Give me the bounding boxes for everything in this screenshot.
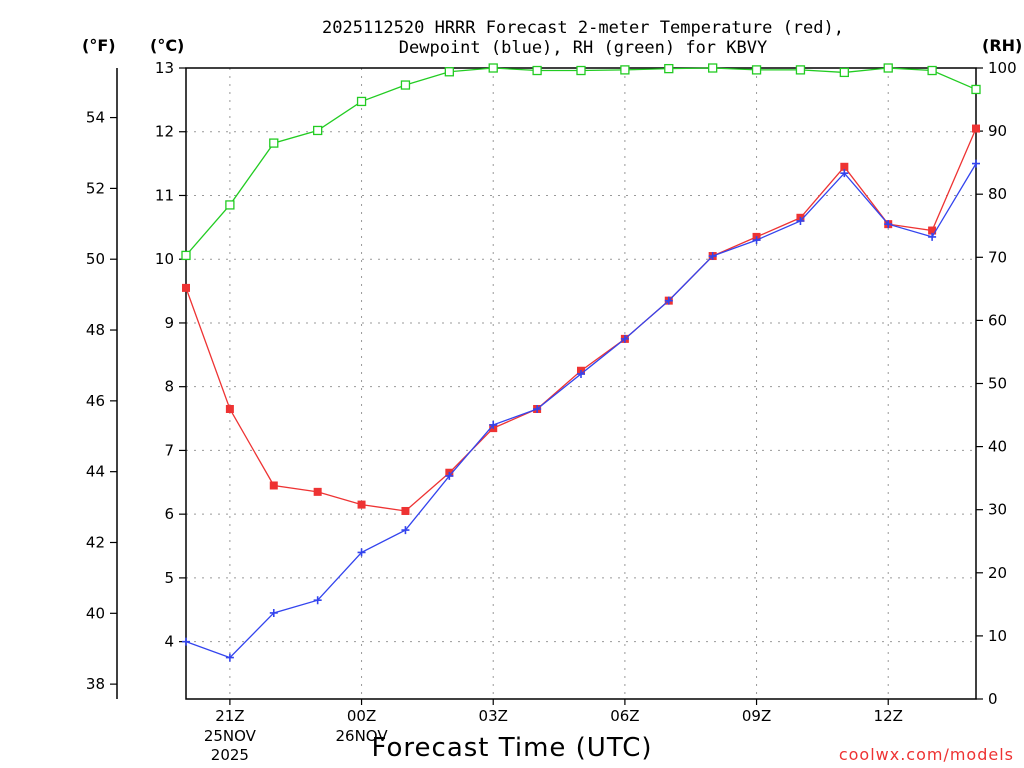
x-tick-label: 12Z	[874, 707, 903, 725]
celsius-tick-label: 8	[164, 378, 174, 396]
rh-point	[971, 84, 981, 95]
fahrenheit-tick-label: 48	[86, 321, 105, 339]
fahrenheit-axis-unit: (°F)	[82, 36, 116, 55]
rh-series-line	[185, 67, 977, 256]
temperature-point	[269, 481, 278, 490]
dewpoint-point	[533, 404, 542, 413]
dewpoint-point	[884, 220, 893, 229]
rh-point	[225, 200, 235, 210]
dewpoint-point	[752, 236, 761, 245]
rh-axis-unit: (RH)	[982, 36, 1023, 55]
rh-tick-label: 40	[988, 438, 1007, 456]
rh-point	[444, 67, 454, 77]
temperature-series-line	[185, 128, 977, 512]
celsius-tick-label: 6	[164, 505, 174, 523]
temperature-point	[840, 162, 849, 171]
celsius-axis-unit: (°C)	[150, 36, 185, 55]
fahrenheit-tick-label: 38	[86, 675, 105, 693]
rh-tick-label: 10	[988, 627, 1007, 645]
rh-point	[751, 65, 762, 75]
dewpoint-point	[269, 608, 278, 617]
dewpoint-point	[708, 252, 717, 261]
dewpoint-point	[401, 526, 410, 535]
rh-tick-label: 80	[988, 185, 1007, 203]
celsius-tick-label: 4	[164, 633, 174, 651]
rh-tick-label: 0	[988, 690, 998, 708]
dewpoint-point	[357, 548, 366, 557]
celsius-tick-label: 10	[155, 250, 174, 268]
celsius-tick-label: 7	[164, 441, 174, 459]
rh-point	[488, 63, 498, 73]
dewpoint-point	[928, 232, 937, 241]
temperature-point	[401, 506, 410, 515]
rh-point	[883, 63, 893, 73]
x-tick-label: 06Z	[610, 707, 639, 725]
rh-point	[927, 65, 937, 76]
rh-point	[313, 125, 323, 136]
rh-point	[356, 96, 367, 107]
x-tick-label: 03Z	[479, 707, 508, 725]
rh-point	[664, 63, 674, 74]
dewpoint-point	[577, 369, 585, 378]
dewpoint-point	[225, 653, 234, 662]
x-tick-label: 00Z	[347, 707, 376, 725]
rh-point	[620, 65, 630, 75]
rh-point	[576, 65, 586, 76]
dewpoint-series-line	[185, 163, 977, 659]
chart-title-line1: 2025112520 HRRR Forecast 2-meter Tempera…	[322, 18, 844, 38]
celsius-tick-label: 12	[155, 123, 174, 141]
rh-point	[532, 65, 542, 76]
fahrenheit-tick-label: 54	[86, 109, 105, 127]
dewpoint-point	[313, 596, 322, 605]
temperature-point	[225, 404, 234, 413]
fahrenheit-tick-label: 44	[86, 463, 105, 481]
celsius-tick-label: 9	[164, 314, 174, 332]
dewpoint-point	[620, 334, 629, 343]
rh-tick-label: 30	[988, 501, 1007, 519]
x-tick-date-label: 26NOV	[335, 727, 388, 745]
fahrenheit-tick-label: 50	[86, 250, 105, 268]
dewpoint-point	[664, 296, 673, 305]
x-tick-date-label: 25NOV	[204, 727, 257, 745]
rh-tick-label: 20	[988, 564, 1007, 582]
rh-point	[269, 138, 279, 148]
x-tick-label: 09Z	[742, 707, 771, 725]
temperature-point	[182, 283, 190, 292]
rh-tick-label: 50	[988, 375, 1007, 393]
fahrenheit-tick-label: 52	[86, 179, 105, 197]
fahrenheit-tick-label: 40	[86, 604, 105, 622]
dewpoint-point	[972, 159, 980, 168]
temperature-point	[313, 487, 322, 496]
rh-tick-label: 60	[988, 311, 1007, 329]
dewpoint-point	[445, 471, 454, 480]
credit-link[interactable]: coolwx.com/models	[838, 745, 1014, 764]
rh-point	[181, 250, 191, 261]
dewpoint-point	[840, 169, 849, 178]
celsius-tick-label: 13	[155, 59, 174, 77]
rh-point	[708, 63, 718, 73]
dewpoint-point	[796, 216, 805, 225]
temperature-point	[972, 124, 980, 133]
rh-point	[400, 80, 411, 90]
temperature-point	[357, 500, 366, 509]
temperature-point	[928, 226, 937, 235]
chart-title-line2: Dewpoint (blue), RH (green) for KBVY	[398, 38, 768, 58]
dewpoint-point	[182, 637, 190, 646]
x-axis-label: Forecast Time (UTC)	[371, 733, 653, 763]
x-tick-year-label: 2025	[211, 746, 249, 764]
celsius-tick-label: 5	[164, 569, 174, 587]
rh-point	[839, 67, 849, 78]
fahrenheit-tick-label: 42	[86, 533, 105, 551]
fahrenheit-tick-label: 46	[86, 392, 105, 410]
x-tick-label: 21Z	[215, 707, 244, 725]
celsius-tick-label: 11	[155, 186, 174, 204]
rh-point	[795, 65, 806, 75]
rh-tick-label: 100	[988, 59, 1017, 77]
dewpoint-point	[489, 420, 498, 429]
rh-tick-label: 70	[988, 248, 1007, 266]
rh-tick-label: 90	[988, 122, 1007, 140]
